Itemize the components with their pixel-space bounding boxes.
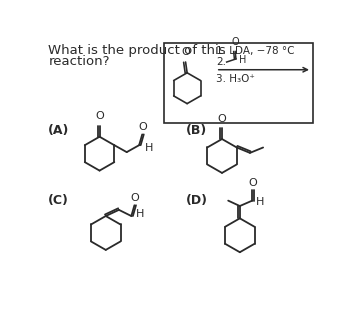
Text: H: H [136,210,144,219]
Text: O: O [139,122,147,132]
Text: 2.: 2. [216,58,226,67]
Text: O: O [218,114,226,124]
Text: H: H [239,55,246,65]
Text: (A): (A) [48,124,69,137]
Text: H: H [256,197,265,207]
Text: O: O [231,37,239,47]
Text: (B): (B) [186,124,207,137]
Text: (D): (D) [186,194,208,207]
Text: H: H [145,143,154,153]
Text: O: O [95,111,104,121]
Text: What is the product of this: What is the product of this [48,44,226,57]
Text: reaction?: reaction? [48,55,110,68]
Text: O: O [181,47,190,58]
Text: (C): (C) [48,194,69,207]
Text: O: O [248,177,257,188]
Bar [164,43,314,123]
Text: O: O [131,193,140,203]
Text: 1. LDA, −78 °C: 1. LDA, −78 °C [216,46,294,56]
Text: 3. H₃O⁺: 3. H₃O⁺ [216,74,255,84]
